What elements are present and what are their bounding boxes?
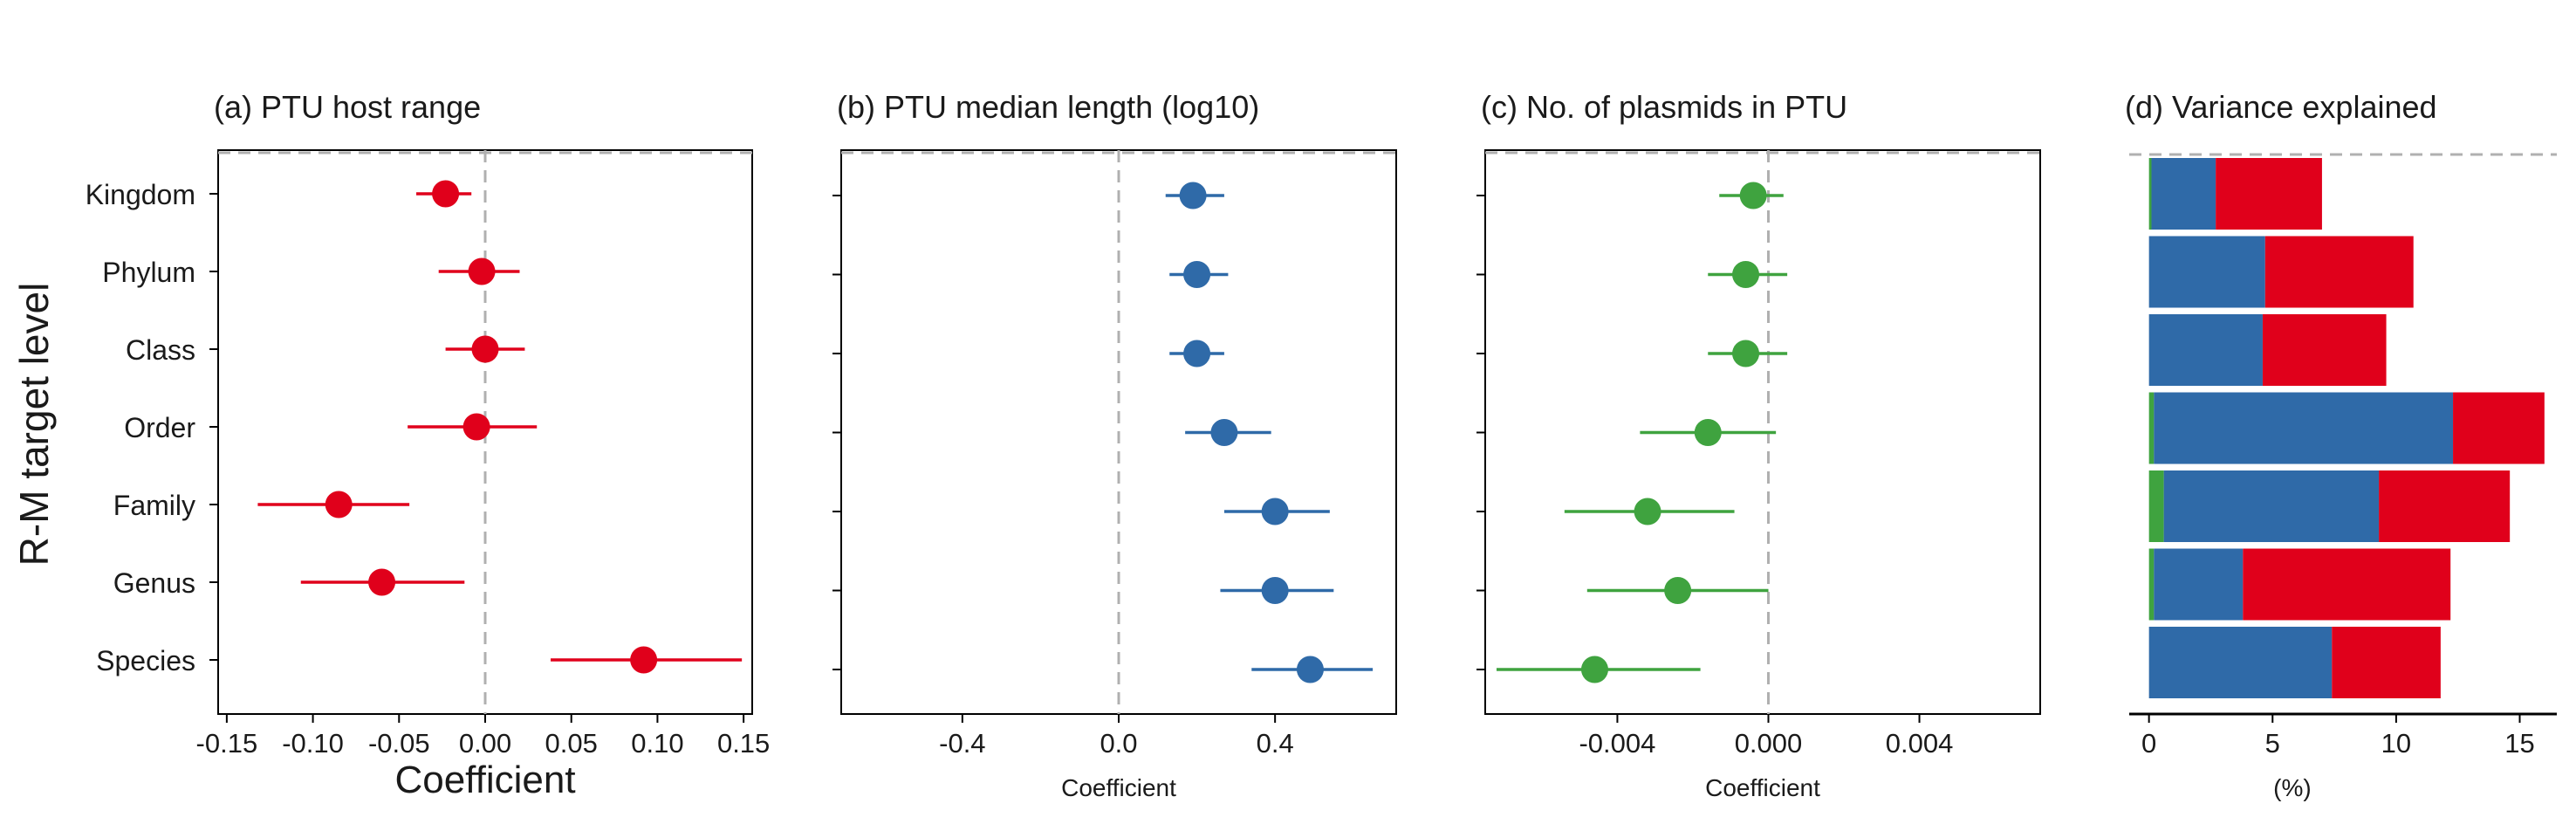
panels: (a) PTU host range Kingdom Phylum Class Orde… bbox=[86, 89, 2557, 801]
panel-d-bar-class-segment-2 bbox=[2262, 314, 2387, 386]
panel-c-x-tick-label: 0.000 bbox=[1735, 728, 1803, 759]
panel-c-point-class bbox=[1732, 340, 1760, 367]
panel-b-point-species bbox=[1296, 656, 1324, 683]
y-tick-label-phylum: Phylum bbox=[102, 257, 195, 288]
panel-a-point-family bbox=[325, 491, 353, 518]
panel-a-x-tick-label: -0.10 bbox=[282, 728, 344, 759]
panel-d-bar-genus-segment-1 bbox=[2154, 548, 2244, 621]
panel-d: (d) Variance explained 0 5 10 15 (%) bbox=[2125, 89, 2557, 801]
panel-d-bar-family-segment-0 bbox=[2148, 470, 2164, 542]
panel-d-bar-genus-segment-0 bbox=[2148, 548, 2155, 621]
panel-d-bar-order-segment-1 bbox=[2154, 392, 2454, 464]
panel-c-point-order bbox=[1694, 419, 1722, 446]
panel-d-bar-order-segment-2 bbox=[2453, 392, 2545, 464]
panel-b-point-phylum bbox=[1183, 261, 1211, 288]
panel-d-x-tick-label: 15 bbox=[2504, 728, 2534, 759]
panel-c-point-kingdom bbox=[1739, 182, 1767, 209]
panel-b: (b) PTU median length (log10) -0.4 0.0 0.4 C… bbox=[832, 89, 1397, 801]
panel-a-point-phylum bbox=[468, 258, 496, 285]
panel-a-x-axis-label: Coefficient bbox=[394, 759, 575, 801]
panel-a-x-tick-label: 0.15 bbox=[717, 728, 770, 759]
panel-a: (a) PTU host range Kingdom Phylum Class Orde… bbox=[86, 89, 771, 801]
panel-d-bar-kingdom-segment-1 bbox=[2151, 158, 2216, 230]
panel-b-x-tick-label: -0.4 bbox=[939, 728, 985, 759]
panel-c-title: (c) No. of plasmids in PTU bbox=[1481, 89, 1847, 125]
panel-d-bar-phylum-segment-2 bbox=[2264, 236, 2414, 308]
panel-d-bar-species-segment-2 bbox=[2332, 627, 2441, 698]
panel-b-x-axis-label: Coefficient bbox=[1061, 774, 1176, 801]
panel-a-x-tick-label: 0.10 bbox=[631, 728, 683, 759]
panel-c-x-axis-label: Coefficient bbox=[1705, 774, 1820, 801]
panel-c-point-phylum bbox=[1732, 261, 1760, 288]
panel-d-bar-species-segment-1 bbox=[2148, 627, 2333, 698]
panel-d-bar-order-segment-0 bbox=[2148, 392, 2155, 464]
panel-a-x-tick-label: -0.05 bbox=[368, 728, 430, 759]
panel-c-point-family bbox=[1634, 498, 1661, 525]
panel-d-bar-genus-segment-2 bbox=[2243, 548, 2451, 621]
panel-b-point-genus bbox=[1261, 577, 1289, 604]
panel-b-point-class bbox=[1183, 340, 1211, 367]
panel-c-x-tick-label: -0.004 bbox=[1579, 728, 1655, 759]
shared-y-axis-label: R-M target level bbox=[11, 283, 57, 566]
panel-d-x-tick-label: 5 bbox=[2265, 728, 2280, 759]
panel-d-x-tick-label: 0 bbox=[2141, 728, 2156, 759]
panel-a-point-genus bbox=[368, 568, 396, 596]
panel-d-bar-kingdom-segment-0 bbox=[2148, 158, 2152, 230]
panel-a-x-tick-label: -0.15 bbox=[196, 728, 258, 759]
panel-d-bar-family-segment-1 bbox=[2163, 470, 2380, 542]
panel-b-x-tick-label: 0.0 bbox=[1100, 728, 1137, 759]
panel-c-x-tick-label: 0.004 bbox=[1886, 728, 1954, 759]
panel-a-x-tick-label: 0.05 bbox=[545, 728, 598, 759]
y-tick-label-class: Class bbox=[126, 334, 195, 366]
panel-c-point-genus bbox=[1664, 577, 1692, 604]
panel-b-point-family bbox=[1261, 498, 1289, 525]
panel-d-bar-phylum-segment-1 bbox=[2148, 236, 2265, 308]
y-tick-label-species: Species bbox=[96, 645, 195, 676]
panel-d-bar-class-segment-1 bbox=[2148, 314, 2263, 386]
y-tick-label-genus: Genus bbox=[113, 567, 195, 599]
panel-a-point-order bbox=[462, 413, 490, 441]
panel-a-point-class bbox=[471, 335, 499, 363]
panel-a-x-tick-label: 0.00 bbox=[459, 728, 511, 759]
panel-c: (c) No. of plasmids in PTU -0.004 0.000 0.0… bbox=[1476, 89, 2041, 801]
panel-b-point-kingdom bbox=[1179, 182, 1207, 209]
y-tick-label-family: Family bbox=[113, 490, 195, 521]
panel-a-point-species bbox=[630, 646, 658, 674]
panel-a-point-kingdom bbox=[432, 180, 460, 208]
panel-d-x-axis-label: (%) bbox=[2273, 774, 2312, 801]
panel-c-point-species bbox=[1580, 656, 1608, 683]
panel-d-bar-kingdom-segment-2 bbox=[2216, 158, 2322, 230]
panel-b-point-order bbox=[1210, 419, 1238, 446]
panel-d-x-tick-label: 10 bbox=[2381, 728, 2411, 759]
panel-a-title: (a) PTU host range bbox=[214, 89, 481, 125]
y-tick-label-kingdom: Kingdom bbox=[86, 179, 195, 210]
panel-d-title: (d) Variance explained bbox=[2125, 89, 2437, 125]
y-tick-label-order: Order bbox=[124, 412, 195, 443]
panel-b-title: (b) PTU median length (log10) bbox=[837, 89, 1259, 125]
panel-b-x-tick-label: 0.4 bbox=[1257, 728, 1294, 759]
panel-d-bar-family-segment-2 bbox=[2379, 470, 2511, 542]
